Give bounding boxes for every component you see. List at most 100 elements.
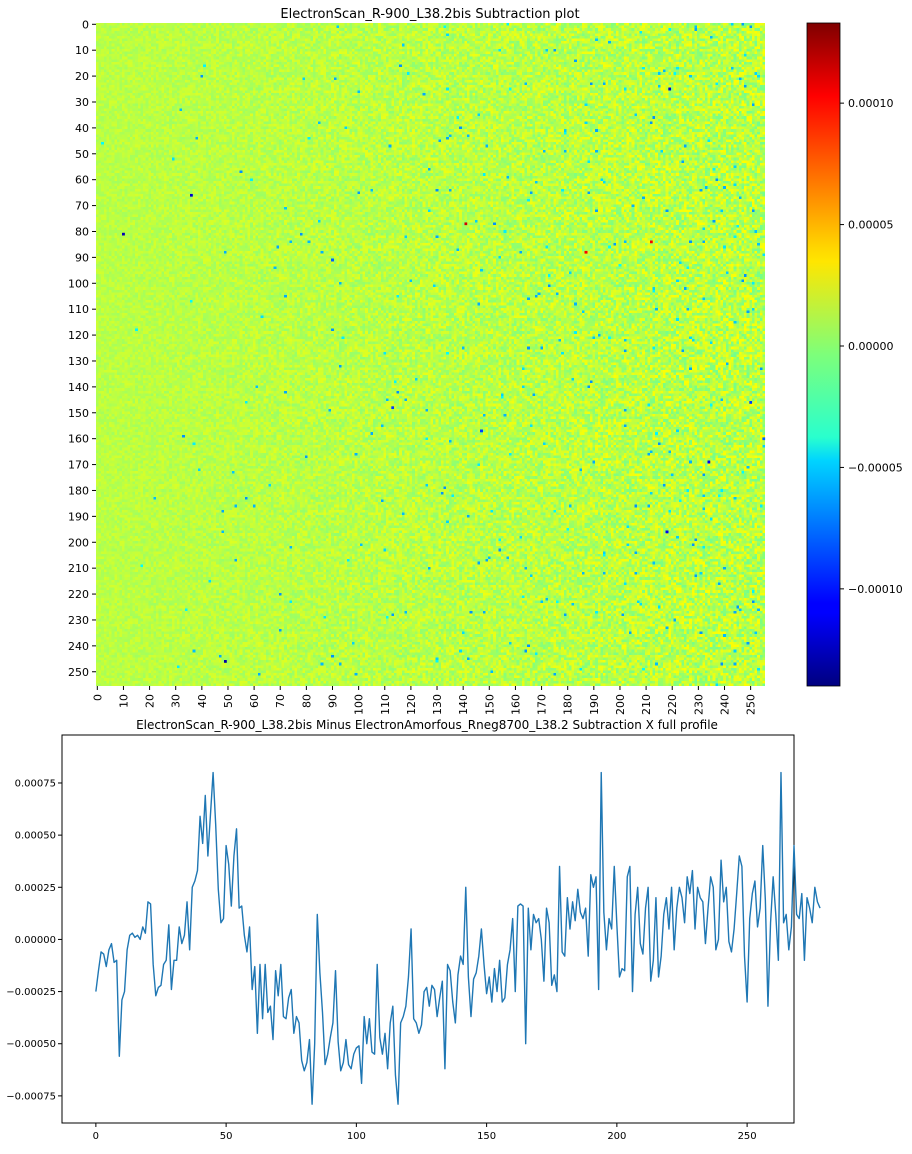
heatmap-cell — [331, 258, 334, 262]
colorbar-tick-label: 0.00010 — [848, 97, 894, 110]
heatmap-cell — [391, 406, 395, 410]
heatmap-y-tick-label: 210 — [68, 562, 89, 575]
heatmap-y-tick-label: 250 — [68, 666, 89, 679]
heatmap-x-tick-label: 130 — [431, 694, 444, 715]
profile-x-tick-label: 150 — [477, 1131, 496, 1142]
heatmap-cell — [480, 429, 483, 433]
profile-x-tick-label: 0 — [93, 1131, 99, 1142]
heatmap-x-tick-label: 200 — [614, 694, 627, 715]
heatmap-cell — [665, 530, 669, 534]
heatmap-cell — [584, 250, 588, 254]
heatmap-y-tick-label: 20 — [75, 70, 89, 83]
colorbar-tick-label: −0.00010 — [848, 583, 903, 596]
heatmap-y-tick-label: 80 — [75, 225, 89, 238]
heatmap-y-tick-label: 0 — [82, 18, 89, 31]
profile-x-tick-label: 100 — [347, 1131, 366, 1142]
heatmap-y-tick-label: 70 — [75, 200, 89, 213]
colorbar-frame — [806, 22, 841, 687]
heatmap-panel: ElectronScan_R-900_L38.2bis Subtraction … — [68, 7, 766, 715]
heatmap-cell — [190, 193, 193, 197]
heatmap-cell — [650, 240, 653, 244]
heatmap-y-tick-label: 200 — [68, 536, 89, 549]
profile-y-tick-label: −0.00025 — [6, 987, 56, 998]
heatmap-y-tick-label: 50 — [75, 148, 89, 161]
profile-y-tick-label: 0.00050 — [15, 831, 56, 842]
colorbar-gradient — [807, 23, 840, 686]
heatmap-cell — [224, 660, 227, 663]
profile-x-tick-label: 50 — [220, 1131, 233, 1142]
heatmap-y-tick-label: 10 — [75, 44, 89, 57]
heatmap-cell — [668, 87, 672, 91]
profile-y-tick-label: 0.00000 — [15, 935, 56, 946]
profile-x-axis: 0 50 100 150 200 250 — [93, 1123, 757, 1142]
heatmap-cells — [96, 23, 766, 686]
profile-x-tick-label: 200 — [607, 1131, 626, 1142]
profile-y-tick-label: −0.00050 — [6, 1039, 56, 1050]
heatmap-x-axis: 0 10 20 30 40 50 60 70 80 90 100 110 120 130 140 150 160… — [91, 686, 758, 715]
heatmap-y-tick-label: 180 — [68, 484, 89, 497]
colorbar-tick-label: 0.00005 — [848, 219, 894, 232]
heatmap-title: ElectronScan_R-900_L38.2bis Subtraction … — [280, 7, 579, 22]
profile-y-tick-label: −0.00075 — [6, 1091, 56, 1102]
heatmap-y-tick-label: 240 — [68, 640, 89, 653]
heatmap-x-tick-label: 110 — [379, 694, 392, 715]
heatmap-y-tick-label: 120 — [68, 329, 89, 342]
heatmap-x-tick-label: 190 — [588, 694, 601, 715]
heatmap-y-tick-label: 130 — [68, 355, 89, 368]
heatmap-x-tick-label: 80 — [300, 694, 313, 708]
heatmap-x-tick-label: 220 — [666, 694, 679, 715]
heatmap-y-tick-label: 40 — [75, 122, 89, 135]
heatmap-y-tick-label: 230 — [68, 614, 89, 627]
heatmap-x-tick-label: 250 — [745, 694, 758, 715]
colorbar-ticks: 0.00010 0.00005 0.00000 −0.00005 −0.00010 — [840, 97, 903, 596]
heatmap-y-tick-label: 150 — [68, 407, 89, 420]
profile-y-axis: −0.00075 −0.00050 −0.00025 0.00000 0.00025 0.… — [6, 778, 62, 1102]
heatmap-y-tick-label: 60 — [75, 174, 89, 187]
heatmap-cell — [464, 222, 468, 226]
heatmap-x-tick-label: 230 — [692, 694, 705, 715]
colorbar-tick-label: −0.00005 — [848, 461, 903, 474]
heatmap-x-tick-label: 140 — [457, 694, 470, 715]
profile-title: ElectronScan_R-900_L38.2bis Minus Electr… — [136, 718, 718, 732]
heatmap-x-tick-label: 20 — [144, 694, 157, 708]
heatmap-x-tick-label: 30 — [170, 694, 183, 708]
heatmap-y-tick-label: 170 — [68, 459, 89, 472]
heatmap-x-tick-label: 70 — [274, 694, 287, 708]
heatmap-cell — [762, 437, 766, 441]
heatmap-x-tick-label: 160 — [509, 694, 522, 715]
profile-line-series — [95, 771, 821, 1105]
heatmap-y-tick-label: 140 — [68, 381, 89, 394]
heatmap-x-tick-label: 210 — [640, 694, 653, 715]
heatmap-y-tick-label: 160 — [68, 433, 89, 446]
colorbar: 0.00010 0.00005 0.00000 −0.00005 −0.00010 — [806, 22, 903, 687]
heatmap-y-tick-label: 190 — [68, 510, 89, 523]
heatmap-y-axis: 0 10 20 30 40 50 60 70 80 90 100 110 120 130 140 150 160… — [68, 18, 96, 679]
heatmap-x-tick-label: 100 — [353, 694, 366, 715]
heatmap-x-tick-label: 120 — [405, 694, 418, 715]
profile-panel: ElectronScan_R-900_L38.2bis Minus Electr… — [6, 718, 821, 1142]
profile-y-tick-label: 0.00025 — [15, 883, 56, 894]
heatmap-image — [96, 23, 765, 686]
heatmap-x-tick-label: 90 — [327, 694, 340, 708]
profile-axes-frame — [61, 734, 795, 1124]
heatmap-x-tick-label: 170 — [536, 694, 549, 715]
heatmap-y-tick-label: 30 — [75, 96, 89, 109]
heatmap-x-tick-label: 60 — [248, 694, 261, 708]
heatmap-x-tick-label: 50 — [222, 694, 235, 708]
heatmap-x-tick-label: 10 — [117, 694, 130, 708]
heatmap-x-tick-label: 240 — [718, 694, 731, 715]
profile-y-tick-label: 0.00075 — [15, 778, 56, 789]
heatmap-y-tick-label: 100 — [68, 277, 89, 290]
heatmap-cell — [749, 401, 753, 404]
heatmap-x-tick-label: 180 — [562, 694, 575, 715]
profile-x-tick-label: 250 — [738, 1131, 757, 1142]
heatmap-x-tick-label: 40 — [196, 694, 209, 708]
heatmap-y-tick-label: 110 — [68, 303, 89, 316]
heatmap-y-tick-label: 90 — [75, 251, 89, 264]
heatmap-x-tick-label: 0 — [91, 694, 104, 701]
heatmap-cell — [122, 232, 125, 236]
heatmap-y-tick-label: 220 — [68, 588, 89, 601]
heatmap-x-tick-label: 150 — [483, 694, 496, 715]
heatmap-cell — [707, 460, 711, 464]
